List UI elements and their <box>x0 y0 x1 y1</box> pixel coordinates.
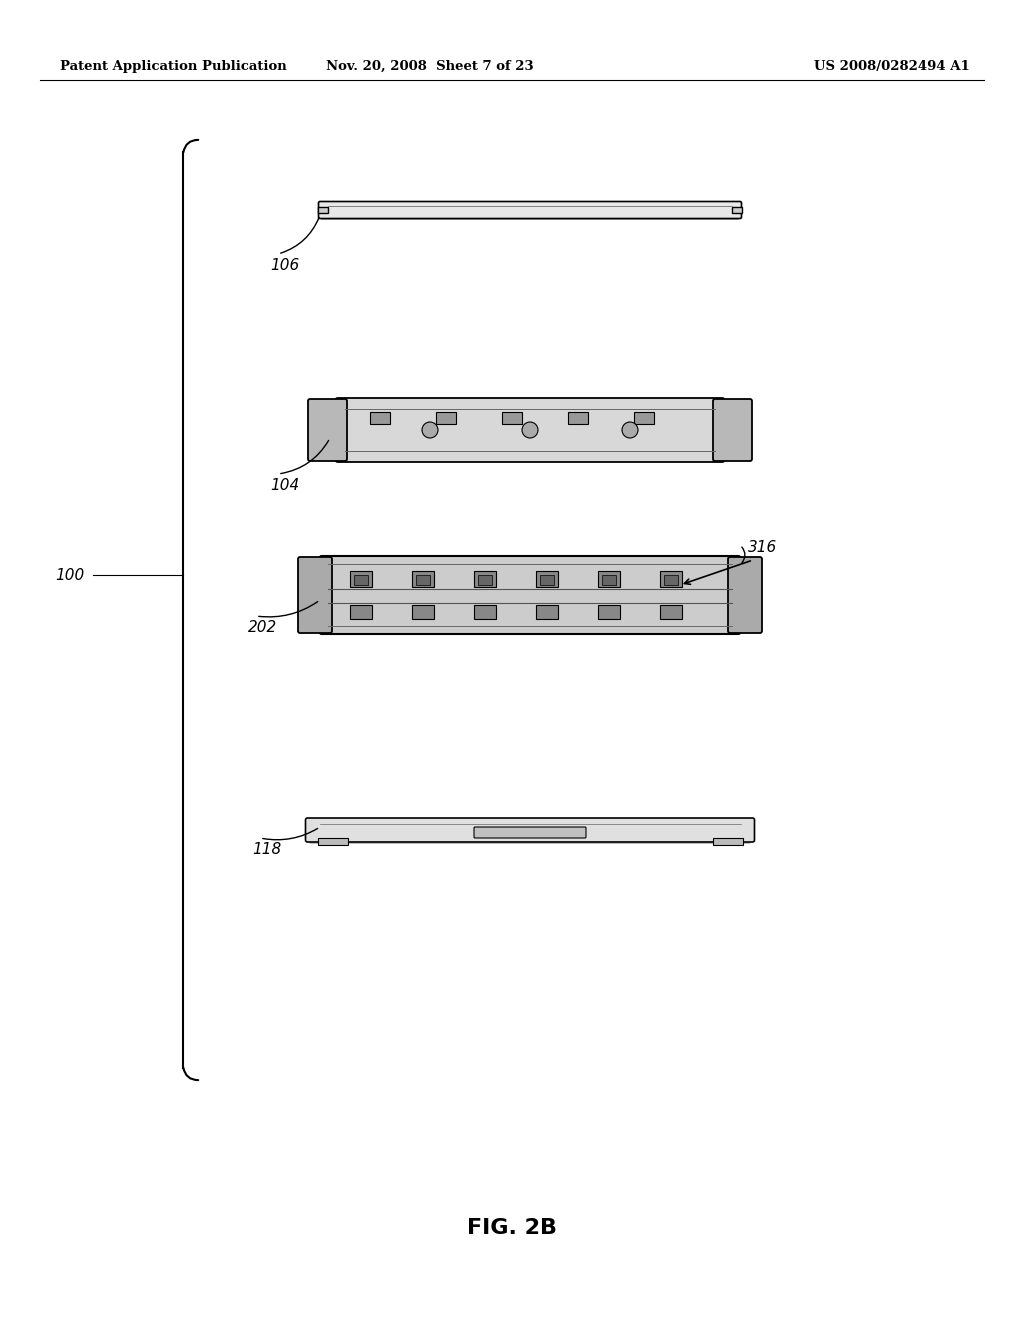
Bar <box>536 572 558 587</box>
Text: FIG. 2B: FIG. 2B <box>467 1218 557 1238</box>
Bar <box>318 207 328 213</box>
FancyBboxPatch shape <box>728 557 762 634</box>
Text: 118: 118 <box>252 842 282 857</box>
FancyBboxPatch shape <box>309 820 751 843</box>
Text: 100: 100 <box>55 568 84 582</box>
Bar <box>416 576 430 585</box>
Text: Nov. 20, 2008  Sheet 7 of 23: Nov. 20, 2008 Sheet 7 of 23 <box>327 59 534 73</box>
FancyBboxPatch shape <box>474 828 586 838</box>
Circle shape <box>422 422 438 438</box>
Bar <box>536 605 558 619</box>
Bar <box>354 576 368 585</box>
Bar <box>350 605 372 619</box>
FancyBboxPatch shape <box>318 202 741 219</box>
Bar <box>634 412 654 424</box>
Bar <box>660 572 682 587</box>
Bar <box>474 572 496 587</box>
Bar <box>412 605 434 619</box>
Bar <box>732 207 742 213</box>
Bar <box>502 412 522 424</box>
Circle shape <box>622 422 638 438</box>
Bar <box>598 605 620 619</box>
Text: 106: 106 <box>270 257 299 273</box>
Bar <box>664 576 678 585</box>
FancyBboxPatch shape <box>713 399 752 461</box>
Text: 104: 104 <box>270 478 299 492</box>
Bar <box>370 412 390 424</box>
Text: 316: 316 <box>748 540 777 554</box>
Bar <box>350 572 372 587</box>
FancyBboxPatch shape <box>308 399 347 461</box>
Bar <box>474 605 496 619</box>
FancyBboxPatch shape <box>298 557 332 634</box>
FancyBboxPatch shape <box>319 556 741 634</box>
Circle shape <box>522 422 538 438</box>
Bar <box>660 605 682 619</box>
Bar <box>317 838 347 845</box>
FancyBboxPatch shape <box>305 818 755 842</box>
Bar <box>478 576 492 585</box>
Bar <box>598 572 620 587</box>
Bar <box>540 576 554 585</box>
Bar <box>412 572 434 587</box>
Bar <box>436 412 456 424</box>
FancyBboxPatch shape <box>321 202 739 220</box>
Bar <box>602 576 616 585</box>
Text: Patent Application Publication: Patent Application Publication <box>60 59 287 73</box>
Text: US 2008/0282494 A1: US 2008/0282494 A1 <box>814 59 970 73</box>
Bar <box>713 838 742 845</box>
Bar <box>568 412 588 424</box>
FancyBboxPatch shape <box>335 399 725 462</box>
Text: 202: 202 <box>248 620 278 635</box>
